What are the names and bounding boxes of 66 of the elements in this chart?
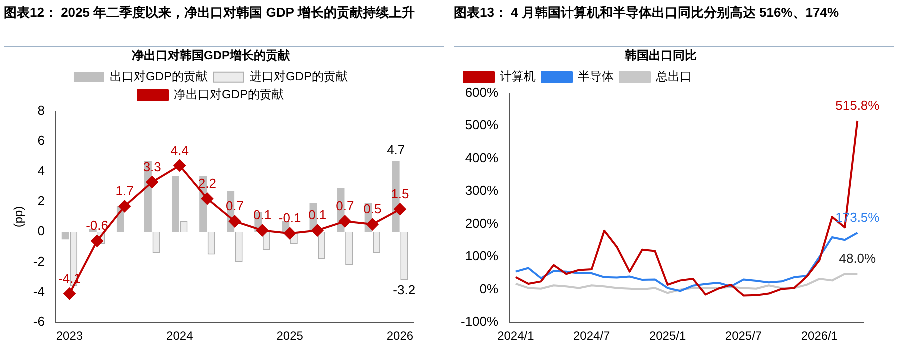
chart-title: 图表13： 4 月韩国计算机和半导体出口同比分别高达 516%、174% [454,4,894,47]
x-tick-label: 2024/1 [498,329,535,344]
y-tick-label: 4 [38,163,45,178]
point [91,235,104,248]
chart-subtitle: 净出口对韩国GDP增长的贡献 [132,48,291,63]
point [146,176,158,188]
point [312,224,324,237]
y-tick-label: 600% [465,84,500,100]
data-label: 0.5 [364,202,382,217]
point [174,160,186,172]
data-label: 515.8% [836,98,880,114]
y-tick-label: 2 [38,193,45,208]
point [256,224,269,237]
y-tick-label: -6 [33,314,45,330]
data-label: 48.0% [839,251,877,266]
data-label: -3.2 [393,282,416,298]
data-label: -0.1 [278,210,302,226]
x-tick-label: 2026 [386,329,414,344]
point [201,192,214,205]
data-label: 3.3 [143,159,162,174]
data-label: 0.7 [336,198,354,214]
y-axis-title: (pp) [12,206,26,228]
legend-label: 半导体 [578,70,614,84]
x-tick-label: 2023 [56,329,84,344]
y-tick-label: 0 [38,224,45,239]
data-label: 2.2 [198,176,216,191]
data-label: 1.7 [116,184,134,199]
x-tick-label: 2025 [276,329,304,344]
legend-label: 出口对GDP的贡献 [110,70,208,84]
x-tick-label: 2025/1 [649,329,686,344]
chart-title: 图表12： 2025 年二季度以来，净出口对韩国 GDP 增长的贡献持续上升 [4,4,444,47]
legend-label: 进口对GDP的贡献 [250,70,348,84]
data-label: 0.1 [308,208,327,223]
y-tick-label: 6 [38,133,45,148]
y-tick-label: 200% [465,216,500,231]
data-label: 0.1 [253,208,272,223]
y-tick-label: 300% [465,183,500,198]
y-tick-label: -4 [33,284,45,300]
data-label: 4.7 [387,142,406,158]
y-tick-label: 500% [465,118,500,133]
bar [172,176,180,232]
x-tick-label: 2026/1 [801,329,838,344]
x-tick-label: 2024/7 [574,329,611,344]
x-tick-label: 2025/7 [725,329,762,344]
data-label: 1.5 [391,186,410,202]
data-label: 0.7 [226,198,244,214]
point [228,216,241,228]
legend-label: 计算机 [500,70,536,84]
point [64,288,76,300]
x-tick-label: 2024 [166,329,194,344]
y-tick-label: -2 [33,254,45,269]
y-tick-label: -100% [461,314,500,330]
point [394,203,406,216]
point [284,228,296,240]
data-label: 4.4 [170,142,189,158]
chart-subtitle: 韩国出口同比 [624,48,697,63]
legend-label: 总出口 [655,70,692,84]
y-tick-label: 400% [465,150,500,166]
y-tick-label: 0% [480,281,500,296]
bar [62,232,70,240]
y-tick-label: 8 [38,102,45,118]
y-tick-label: 100% [465,248,500,264]
point [366,218,379,231]
point [339,216,352,228]
legend-label: 净出口对GDP的贡献 [174,88,284,102]
point [118,200,131,212]
